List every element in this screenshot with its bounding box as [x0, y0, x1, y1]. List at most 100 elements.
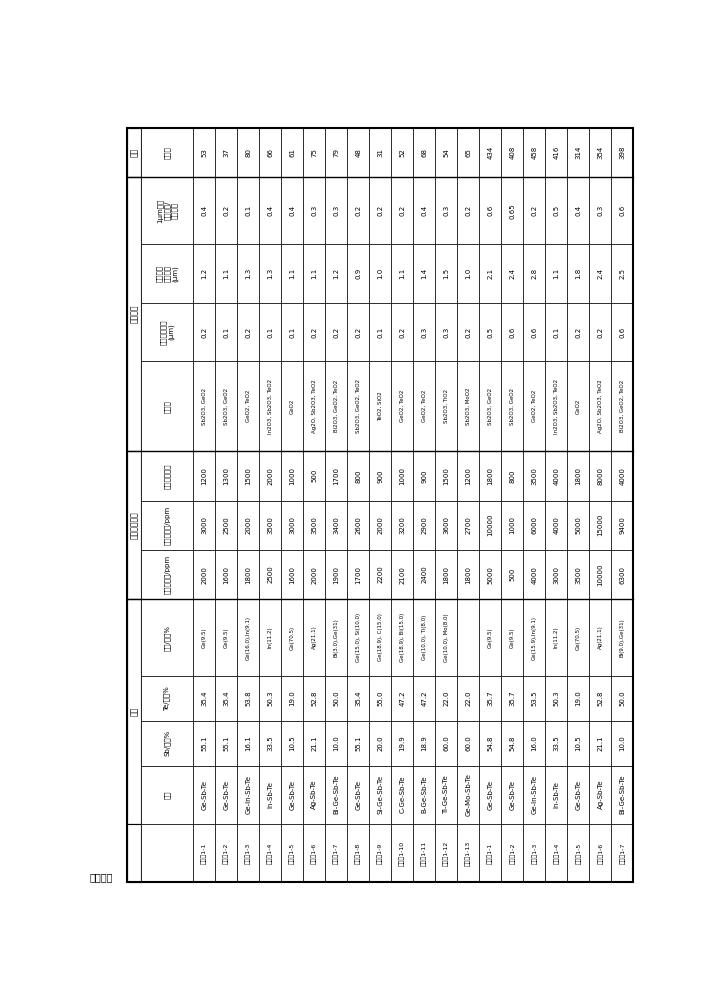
Bar	[457, 766, 479, 824]
Text: 50.0: 50.0	[620, 690, 626, 706]
Text: 37: 37	[224, 148, 229, 157]
Bar	[259, 451, 281, 501]
Bar	[523, 599, 545, 676]
Bar	[281, 721, 303, 766]
Bar	[501, 244, 523, 303]
Text: 0.1: 0.1	[554, 326, 559, 338]
Text: 0.3: 0.3	[444, 205, 449, 216]
Bar	[457, 128, 479, 177]
Bar	[501, 177, 523, 244]
Text: 3500: 3500	[576, 566, 581, 584]
Text: Ge-Sb-Te: Ge-Sb-Te	[356, 780, 361, 810]
Bar	[141, 599, 193, 676]
Bar	[369, 501, 391, 550]
Bar	[347, 550, 369, 599]
Text: 1.0: 1.0	[378, 268, 383, 279]
Text: Ge(70.5): Ge(70.5)	[290, 625, 295, 650]
Bar	[545, 501, 567, 550]
Text: 10000: 10000	[598, 563, 603, 586]
Bar	[611, 824, 633, 882]
Bar	[523, 766, 545, 824]
Text: 1200: 1200	[202, 467, 207, 485]
Text: Ge-Sb-Te: Ge-Sb-Te	[202, 780, 207, 810]
Bar	[479, 766, 501, 824]
Bar	[237, 303, 259, 361]
Bar	[369, 676, 391, 721]
Text: 54.8: 54.8	[488, 735, 493, 751]
Text: 0.6: 0.6	[510, 326, 515, 338]
Text: 2.8: 2.8	[532, 268, 537, 279]
Text: 35.4: 35.4	[224, 690, 229, 706]
Text: Ge-Sb-Te: Ge-Sb-Te	[224, 780, 229, 810]
Bar	[611, 676, 633, 721]
Bar	[193, 501, 215, 550]
Bar	[413, 244, 435, 303]
Text: 氧浓度的评价: 氧浓度的评价	[130, 511, 138, 539]
Bar	[523, 824, 545, 882]
Text: 粉結数: 粉結数	[164, 146, 170, 159]
Text: 1.0: 1.0	[466, 268, 471, 279]
Bar	[259, 599, 281, 676]
Bar	[589, 721, 611, 766]
Text: 1200: 1200	[466, 467, 471, 485]
Text: 3500: 3500	[312, 516, 317, 534]
Bar	[193, 599, 215, 676]
Bar	[545, 766, 567, 824]
Bar	[215, 824, 237, 882]
Text: 2000: 2000	[268, 467, 273, 485]
Text: 47.2: 47.2	[422, 690, 427, 706]
Bar	[413, 550, 435, 599]
Text: Ge-In-Sb-Te: Ge-In-Sb-Te	[532, 775, 537, 814]
Bar	[281, 824, 303, 882]
Text: Ge(10.0), Mo(8.0): Ge(10.0), Mo(8.0)	[444, 613, 449, 662]
Bar	[567, 599, 589, 676]
Bar	[193, 303, 215, 361]
Text: 2000: 2000	[312, 566, 317, 584]
Bar	[237, 676, 259, 721]
Bar	[215, 676, 237, 721]
Bar	[501, 721, 523, 766]
Text: 比较例1-1: 比较例1-1	[488, 842, 493, 864]
Bar	[259, 824, 281, 882]
Bar	[259, 766, 281, 824]
Bar	[237, 177, 259, 244]
Text: 0.1: 0.1	[224, 326, 229, 338]
Text: 实施例1-8: 实施例1-8	[356, 842, 361, 864]
Text: 3600: 3600	[444, 516, 449, 534]
Bar	[237, 766, 259, 824]
Text: 1000: 1000	[400, 467, 405, 485]
Bar	[457, 451, 479, 501]
Bar	[303, 361, 325, 451]
Bar	[281, 451, 303, 501]
Bar	[215, 451, 237, 501]
Bar	[457, 599, 479, 676]
Bar	[523, 361, 545, 451]
Bar	[215, 303, 237, 361]
Text: 10.0: 10.0	[334, 735, 339, 751]
Bar	[325, 128, 347, 177]
Bar	[391, 244, 413, 303]
Text: 0.1: 0.1	[378, 326, 383, 338]
Text: 53: 53	[202, 148, 207, 157]
Text: Sb/原子%: Sb/原子%	[164, 730, 170, 756]
Text: 0.2: 0.2	[356, 205, 361, 216]
Text: GeO2, TeO2: GeO2, TeO2	[422, 390, 427, 422]
Bar	[193, 824, 215, 882]
Text: 0.2: 0.2	[312, 327, 317, 338]
Text: 55.1: 55.1	[202, 735, 207, 751]
Bar	[369, 244, 391, 303]
Bar	[259, 721, 281, 766]
Text: Ag2O, Sb2O3, TeO2: Ag2O, Sb2O3, TeO2	[598, 379, 603, 433]
Text: 52: 52	[400, 148, 405, 157]
Bar	[391, 303, 413, 361]
Text: 3000: 3000	[290, 516, 295, 534]
Text: 50.3: 50.3	[554, 690, 559, 706]
Bar	[545, 824, 567, 882]
Bar	[127, 177, 141, 451]
Text: 0.1: 0.1	[290, 326, 295, 338]
Text: 20.0: 20.0	[378, 735, 383, 751]
Text: 0.4: 0.4	[290, 205, 295, 216]
Bar	[391, 766, 413, 824]
Text: 3200: 3200	[400, 516, 405, 534]
Text: B-Ge-Sb-Te: B-Ge-Sb-Te	[422, 776, 427, 813]
